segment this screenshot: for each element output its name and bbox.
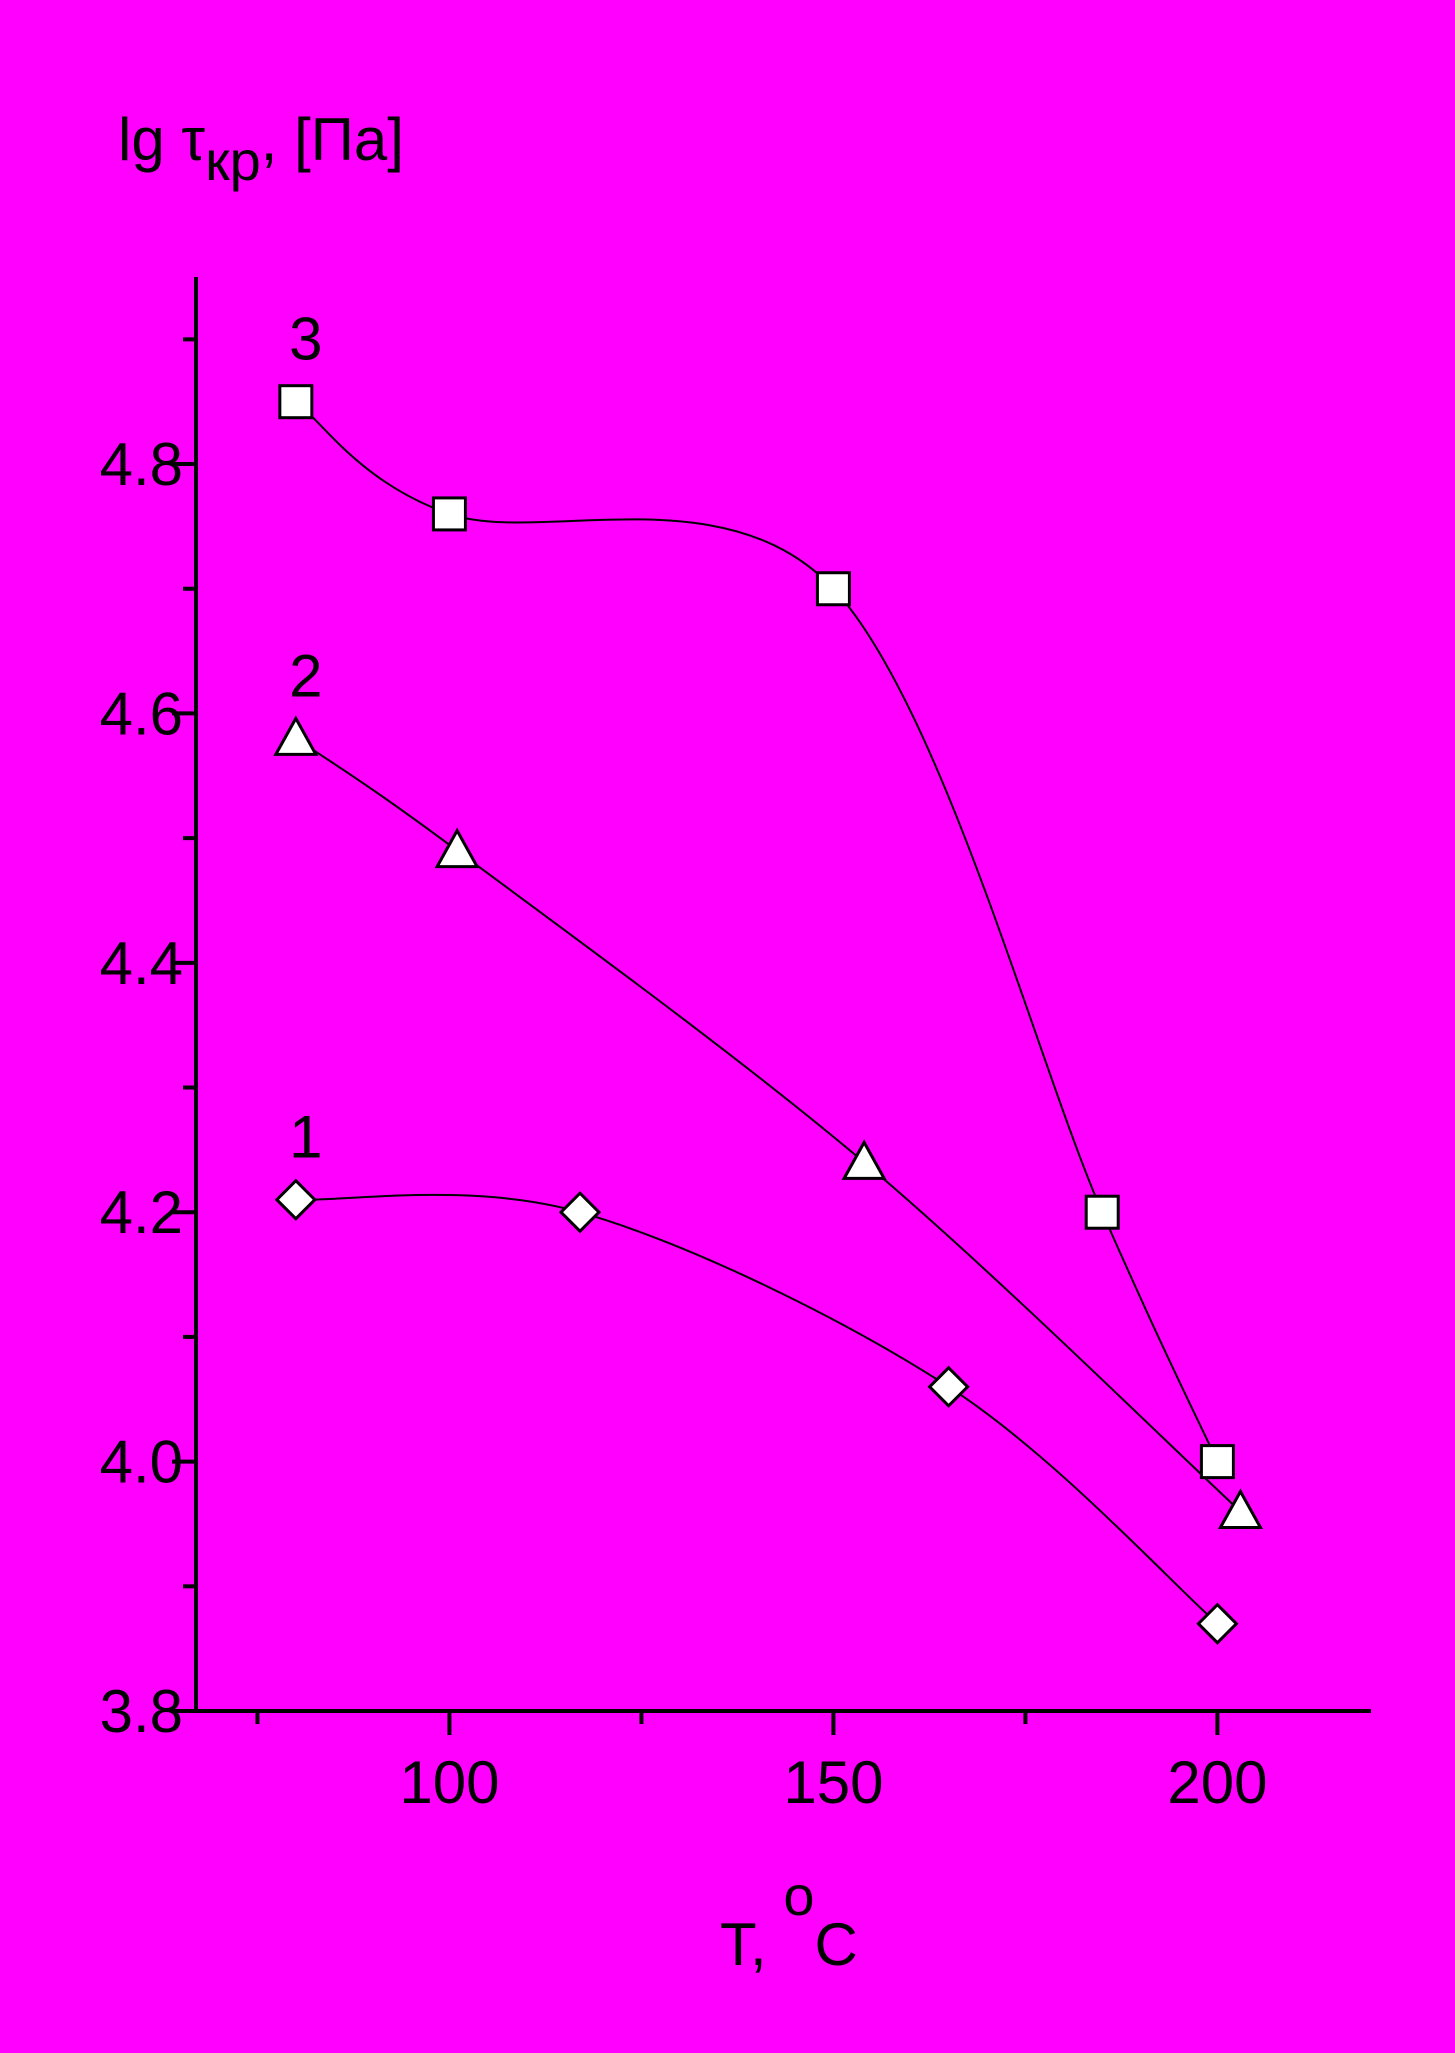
fit-curve xyxy=(295,1193,1219,1625)
y-axis-label: lg τкр, [Па] xyxy=(118,106,404,192)
y-tick-label: 4.6 xyxy=(100,680,183,747)
square-marker xyxy=(1084,1194,1120,1230)
y-label-sub: кр xyxy=(205,129,261,192)
diamond-marker xyxy=(274,1178,317,1221)
y-label-main: lg τ xyxy=(118,106,205,173)
y-label-tail: , [Па] xyxy=(261,106,404,173)
y-tick-label: 4.2 xyxy=(100,1179,183,1246)
triangle-marker xyxy=(1217,1488,1263,1529)
x-label-main: T, xyxy=(720,1911,783,1978)
square-marker xyxy=(431,496,467,532)
y-tick-label: 3.8 xyxy=(100,1678,183,1745)
fit-curve xyxy=(295,400,1219,1463)
x-tick-label: 150 xyxy=(783,1749,883,1816)
square-marker xyxy=(815,571,851,607)
x-label-sup: o xyxy=(783,1864,814,1927)
square-marker xyxy=(1199,1444,1235,1480)
diamond-marker xyxy=(927,1365,970,1408)
fit-curve xyxy=(295,737,1242,1513)
x-axis-label: T, oC xyxy=(720,1864,858,1978)
series-label: 2 xyxy=(289,642,322,709)
x-tick-label: 200 xyxy=(1167,1749,1267,1816)
triangle-marker xyxy=(273,715,319,756)
series-label: 3 xyxy=(289,306,322,373)
triangle-marker xyxy=(841,1139,887,1180)
series-label: 1 xyxy=(289,1104,322,1171)
diamond-marker xyxy=(558,1191,602,1234)
y-tick-label: 4.0 xyxy=(100,1429,183,1496)
x-label-tail: C xyxy=(815,1911,858,1978)
square-marker xyxy=(278,384,314,420)
triangle-marker xyxy=(434,827,480,869)
x-tick-label: 100 xyxy=(399,1749,499,1816)
y-tick-label: 4.8 xyxy=(100,431,183,498)
y-tick-label: 4.4 xyxy=(100,930,183,997)
diamond-marker xyxy=(1196,1602,1239,1645)
